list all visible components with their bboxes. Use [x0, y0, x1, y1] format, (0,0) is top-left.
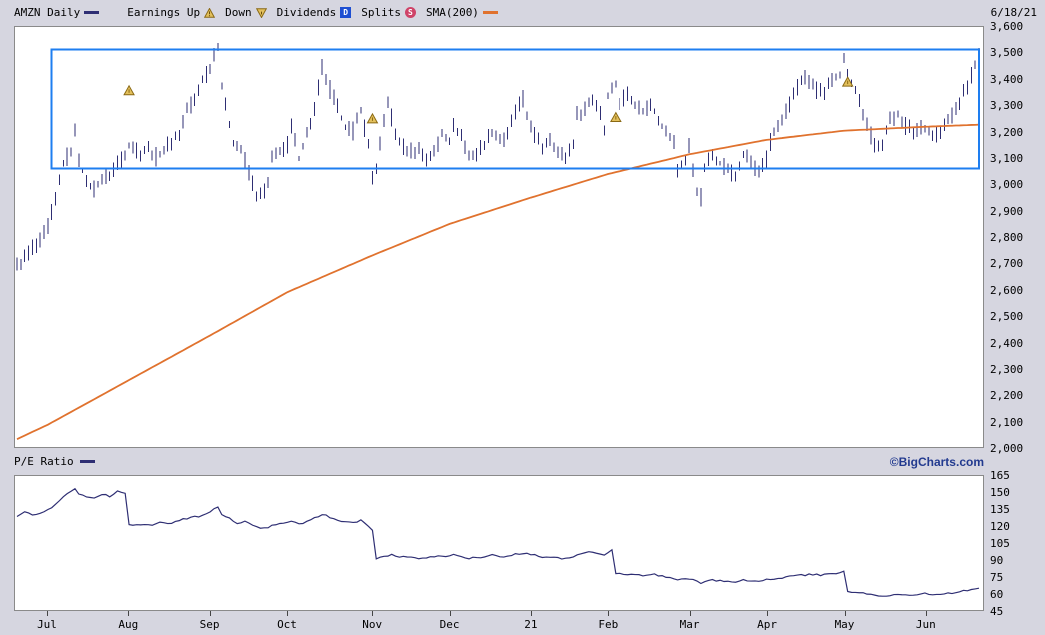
price-series-swatch — [84, 11, 100, 14]
price-y-axis: 3,600 3,500 3,400 3,300 3,200 3,100 3,000 2,900… — [990, 20, 1044, 455]
pe-ratio-band: P/E Ratio ©BigCharts.com — [14, 448, 984, 475]
pe-y-tick-label: 105 — [990, 537, 1010, 550]
month-tick-mark — [530, 611, 532, 616]
month-tick-mark — [608, 611, 610, 616]
legend-item-dividends: Dividends D — [277, 6, 352, 19]
pe-y-tick-label: 75 — [990, 571, 1004, 584]
month-tick-label: Sep — [199, 618, 220, 631]
legend-item-earnings-up: Earnings Up — [127, 6, 216, 19]
price-y-tick-label: 2,700 — [990, 257, 1024, 271]
month-tick-mark — [209, 611, 211, 616]
month-tick-mark — [47, 611, 48, 616]
month-tick-label: Jun — [915, 618, 936, 631]
price-y-tick-label: 3,200 — [990, 125, 1024, 139]
month-tick-mark — [689, 611, 691, 616]
symbol-period-label: AMZN Daily — [14, 6, 81, 19]
month-tick-label: May — [834, 618, 855, 631]
month-tick-label: Aug — [118, 618, 139, 631]
symbol-legend: AMZN Daily — [14, 6, 100, 19]
month-tick-mark — [372, 611, 374, 616]
price-y-tick-label: 2,900 — [990, 204, 1024, 218]
price-y-tick-label: 2,500 — [990, 310, 1024, 324]
price-y-tick-label: 2,000 — [990, 442, 1024, 455]
month-tick-label: Mar — [679, 618, 700, 631]
price-y-tick-label: 3,100 — [990, 151, 1024, 165]
pe-chart-svg — [16, 487, 980, 597]
pe-y-tick-label: 45 — [990, 605, 1004, 618]
price-y-tick-label: 2,300 — [990, 362, 1024, 376]
month-tick-mark — [128, 611, 130, 616]
pe-y-tick-label: 120 — [990, 520, 1010, 533]
sma-line-swatch — [482, 11, 498, 14]
earnings-up-label: Earnings Up — [127, 6, 201, 19]
chart-date-label: 6/18/21 — [990, 6, 1037, 19]
annotation-rectangle — [50, 48, 981, 170]
month-tick-mark — [844, 611, 846, 616]
month-tick-label: Nov — [362, 618, 383, 631]
month-tick-label: Dec — [439, 618, 460, 631]
price-y-tick-label: 2,600 — [990, 283, 1024, 297]
splits-label: Splits — [361, 6, 401, 19]
price-y-tick-label: 3,300 — [990, 99, 1024, 113]
month-tick-mark — [767, 611, 769, 616]
pe-y-tick-label: 165 — [990, 469, 1010, 482]
pe-ratio-label: P/E Ratio — [14, 455, 74, 468]
earnings-down-triangle-icon — [255, 7, 267, 18]
price-y-tick-label: 3,000 — [990, 178, 1024, 192]
price-bars — [16, 43, 980, 271]
month-tick-label: Apr — [757, 618, 778, 631]
month-tick-mark — [287, 611, 288, 616]
price-y-tick-label: 2,800 — [990, 231, 1024, 244]
earnings-down-label: Down — [225, 6, 252, 19]
splits-icon: S — [404, 7, 416, 18]
earnings-up-triangle-icon — [204, 7, 216, 18]
legend-item-earnings-down: Down — [225, 6, 267, 19]
price-y-tick-label: 3,500 — [990, 46, 1024, 60]
price-y-tick-label: 3,600 — [990, 20, 1024, 33]
price-y-tick-label: 2,400 — [990, 336, 1024, 350]
month-tick-label: Feb — [598, 618, 619, 631]
dividends-label: Dividends — [276, 6, 337, 19]
price-y-tick-label: 2,100 — [990, 415, 1024, 429]
sma-label: SMA(200) — [425, 6, 479, 19]
dividends-icon: D — [340, 7, 352, 18]
chart-header: AMZN Daily Earnings Up Down Dividends D … — [0, 0, 1045, 25]
pe-y-tick-label: 60 — [990, 588, 1004, 601]
price-chart-svg — [16, 43, 981, 440]
month-tick-label: Oct — [277, 618, 297, 631]
bigcharts-brand: ©BigCharts.com — [889, 454, 984, 469]
month-tick-mark — [449, 611, 451, 616]
month-tick-label: Jul — [37, 618, 57, 631]
month-tick-mark — [925, 611, 927, 616]
pe-y-axis: 165 150 135 120 105 90 75 60 45 — [990, 469, 1044, 618]
pe-chart-plot — [14, 475, 984, 611]
month-tick-label: 21 — [524, 618, 538, 631]
price-y-tick-label: 3,400 — [990, 72, 1024, 86]
pe-y-tick-label: 135 — [990, 503, 1010, 516]
pe-ratio-line — [16, 487, 980, 597]
sma-200-line — [16, 123, 980, 440]
date-axis: Jul Aug Sep Oct Nov Dec 21 Feb Mar Apr May Jun — [14, 611, 984, 635]
pe-series-swatch — [79, 460, 95, 463]
legend-item-sma: SMA(200) — [426, 6, 498, 19]
price-chart-plot — [14, 26, 984, 448]
price-y-tick-label: 2,200 — [990, 389, 1024, 403]
pe-y-tick-label: 150 — [990, 486, 1010, 499]
pe-y-tick-label: 90 — [990, 554, 1004, 567]
legend-item-splits: Splits S — [361, 6, 416, 19]
